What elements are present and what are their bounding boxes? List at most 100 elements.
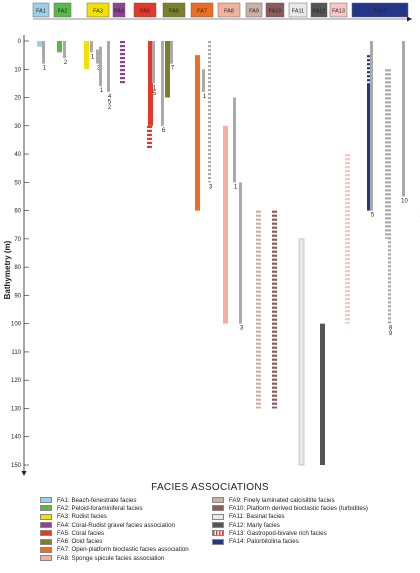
bar-note-label: 1 (234, 184, 238, 190)
header-box-fa11 (288, 2, 308, 18)
facies-bar-fa5 (152, 41, 155, 84)
header-box-label: FA2 (58, 9, 68, 15)
facies-bar-fa14-dashed (367, 55, 372, 84)
y-tick-label: 120 (11, 378, 22, 384)
facies-bar-fa9-dashed (256, 210, 261, 409)
facies-bar-fa14 (367, 83, 372, 211)
facies-bar-fa3 (90, 41, 93, 53)
legend-swatch (212, 538, 224, 545)
bar-note-label: 3 (209, 184, 213, 190)
depth-axis: 0 10 20 30 40 50 60 70 80 90 100 110 120 130 140 150 (11, 35, 29, 476)
legend-label: FA4: Coral-Rudist gravel facies associat… (57, 521, 175, 529)
legend-swatch (212, 522, 224, 529)
legend-label: FA8: Sponge spicule facies association (57, 554, 165, 562)
legend-label: FA13: Gastropod-bivalve rich facies (229, 529, 327, 537)
bar-note-label: 1 (43, 66, 47, 72)
y-tick-label: 90 (14, 293, 21, 299)
header-box-label: FA8 (224, 9, 234, 15)
facies-bar-fa3 (96, 49, 99, 64)
header-box-fa2 (53, 2, 72, 18)
header-box-fa8 (217, 2, 241, 18)
facies-legend: FACIES ASSOCIATIONS FA1: Beach-fenestrat… (0, 482, 420, 573)
y-tick-label: 10 (14, 67, 21, 73)
header-box-fa5 (133, 2, 157, 18)
bar-note-label: 2 (108, 105, 112, 111)
header-box-label: FA9 (249, 9, 259, 15)
facies-bar-fa14 (370, 41, 373, 211)
bar-note-label: 3 (97, 66, 101, 72)
facies-bar-fa14 (402, 41, 405, 197)
bar-note-label: 1 (91, 54, 95, 60)
y-axis-label: Bathymetry (m) (3, 240, 12, 299)
bar-note-label: 5 (371, 213, 375, 219)
facies-bar-fa7 (202, 69, 205, 92)
header-box-label: FA10 (269, 9, 282, 15)
legend-label: FA3: Rudist facies (57, 513, 107, 521)
bar-note-label: 6 (162, 128, 166, 134)
legend-item: FA14: Palorbitolina facies (212, 537, 368, 545)
bar-note-label: 1 (100, 88, 104, 94)
header-box-label: FA1 (36, 9, 46, 15)
facies-bar-fa3 (84, 41, 89, 70)
header-box-fa12 (310, 2, 328, 18)
header-box-fa13 (329, 2, 348, 18)
legend-swatch (40, 546, 52, 553)
bar-note-label: 9 (389, 331, 393, 337)
bar-note-label: 8 (389, 326, 393, 332)
legend-swatch (40, 530, 52, 537)
y-tick-label: 140 (11, 435, 22, 441)
bar-note-label: 3 (240, 326, 244, 332)
y-tick-label: 70 (14, 237, 21, 243)
legend-label: FA9: Finely laminated calcisiltite facie… (229, 496, 335, 504)
legend-item: FA10: Platform derived bioclastic facies… (212, 504, 368, 512)
facies-bar-fa10-dashed (272, 210, 277, 409)
facies-bar-fa1 (42, 41, 45, 64)
facies-bar-fa5 (161, 41, 164, 126)
header-box-fa6 (162, 2, 186, 18)
y-tick-label: 110 (11, 350, 21, 356)
legend-label: FA11: Basinal facies (229, 513, 285, 521)
facies-bar-fa14-dashed (388, 69, 391, 324)
y-tick-label: 60 (14, 209, 21, 215)
y-tick-label: 50 (14, 180, 21, 186)
legend-title: FACIES ASSOCIATIONS (151, 482, 269, 493)
header-box-fa7 (190, 2, 214, 18)
legend-label: FA6: Ooid facies (57, 538, 103, 546)
facies-bar-fa4-dashed (120, 41, 125, 84)
facies-bar-fa5 (148, 41, 153, 126)
header-box-fa10 (265, 2, 285, 18)
header-box-label: FA14 (374, 9, 387, 15)
bar-note-label: 4 (108, 94, 112, 100)
facies-bar-fa14-dashed (385, 69, 388, 239)
legend-item: FA3: Rudist facies (40, 513, 189, 521)
facies-bars: 12131452156713135891011 (37, 41, 420, 466)
header-box-fa3 (86, 2, 110, 18)
facies-bar-fa7 (195, 55, 200, 211)
legend-label: FA14: Palorbitolina facies (229, 538, 299, 546)
y-tick-label: 130 (11, 406, 22, 412)
legend-swatch (40, 522, 52, 529)
legend-swatch (40, 497, 52, 504)
header-box-label: FA4 (114, 9, 124, 15)
legend-item: FA1: Beach-fenestrate facies (40, 496, 189, 504)
facies-bar-fa6 (165, 41, 170, 98)
legend-swatch (40, 555, 52, 562)
legend-label: FA10: Platform derived bioclastic facies… (229, 504, 368, 512)
bar-note-label: 1 (153, 85, 157, 91)
header-box-label: FA13 (332, 9, 345, 15)
facies-bar-fa12 (320, 323, 325, 465)
legend-label: FA2: Peloid-foraminiferal facies (57, 504, 143, 512)
legend-column-left: FA1: Beach-fenestrate facies FA2: Peloid-… (40, 496, 189, 562)
y-tick-label: 80 (14, 265, 21, 271)
legend-item: FA2: Peloid-foraminiferal facies (40, 504, 189, 512)
bar-note-label: 2 (64, 60, 68, 66)
facies-bar-fa11 (298, 238, 305, 466)
facies-bar-fa6 (170, 41, 173, 64)
header-box-fa9 (245, 2, 263, 18)
header-box-fa4 (112, 2, 126, 18)
legend-item: FA11: Basinal facies (212, 513, 368, 521)
header-box-fa1 (32, 2, 50, 18)
legend-item: FA9: Finely laminated calcisiltite facie… (212, 496, 368, 504)
legend-item: FA4: Coral-Rudist gravel facies associat… (40, 521, 189, 529)
legend-label: FA12: Marly facies (229, 521, 280, 529)
